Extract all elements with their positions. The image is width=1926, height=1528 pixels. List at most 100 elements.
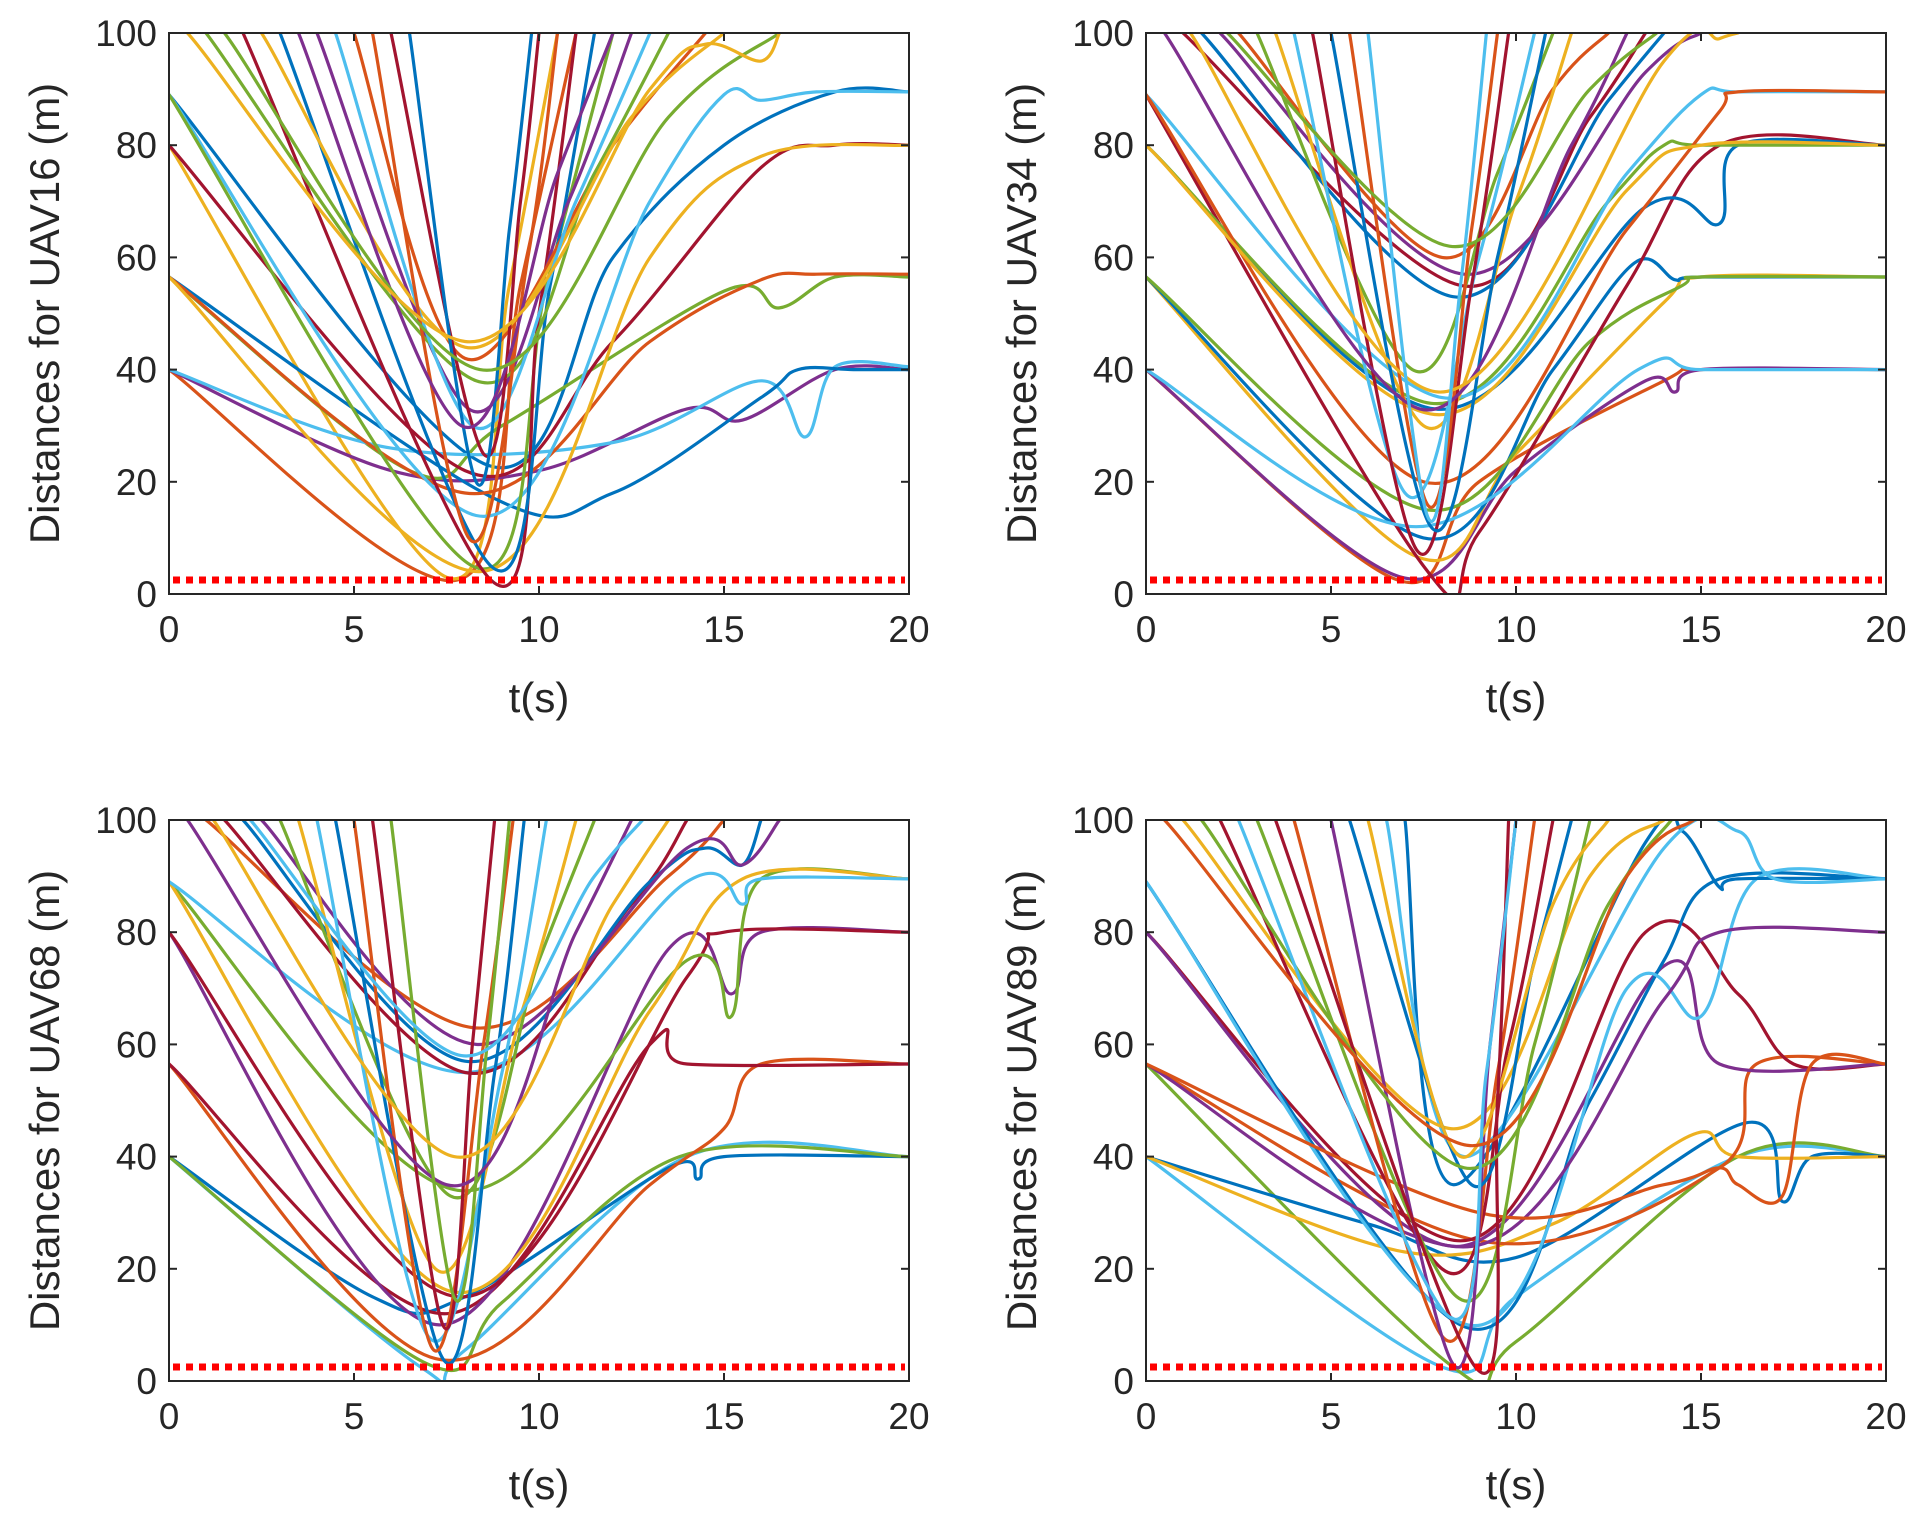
series-line-pair-22 xyxy=(370,33,560,544)
series-group xyxy=(1146,820,1886,1381)
series-line-pair-10 xyxy=(1146,925,1886,1249)
series-line-pair-10 xyxy=(169,871,909,1075)
chart-panel-top-left: 0 5 10 15 20 0 20 40 60 80 100 t(s) Distances for UA… xyxy=(21,13,930,721)
series-line-pair-21 xyxy=(185,820,634,1188)
series-line-pair-3 xyxy=(169,1144,909,1372)
x-tick-label: 0 xyxy=(1136,1396,1157,1437)
x-tick-label: 15 xyxy=(1680,609,1721,650)
series-line-pair-8 xyxy=(1146,139,1886,405)
x-tick-label: 5 xyxy=(1321,1396,1342,1437)
chart-panel-top-right: 0 5 10 15 20 0 20 40 60 80 100 t(s) Distances for UA… xyxy=(998,13,1907,721)
series-line-pair-5 xyxy=(1146,1054,1886,1246)
series-line-pair-14 xyxy=(1199,33,1666,299)
series-line-pair-24 xyxy=(1225,33,1659,248)
x-tick-label: 5 xyxy=(344,1396,365,1437)
series-line-pair-17 xyxy=(204,33,671,385)
x-tick-label: 20 xyxy=(888,1396,929,1437)
series-line-pair-23 xyxy=(1162,33,1629,412)
y-tick-label: 60 xyxy=(1093,1024,1134,1065)
x-tick-label: 0 xyxy=(159,609,180,650)
series-line-pair-21 xyxy=(407,33,534,487)
y-tick-label: 40 xyxy=(116,350,157,391)
x-tick-label: 5 xyxy=(344,609,365,650)
series-line-pair-21 xyxy=(1273,820,1511,1375)
series-line-pair-24 xyxy=(222,33,782,372)
series-line-pair-4 xyxy=(169,1057,909,1362)
x-tick-label: 0 xyxy=(1136,609,1157,650)
series-line-pair-15 xyxy=(1218,33,1703,276)
y-tick-label: 0 xyxy=(1113,1361,1134,1402)
y-axis-title: Distances for UAV68 (m) xyxy=(21,870,68,1331)
x-tick-label: 10 xyxy=(1495,609,1536,650)
series-line-pair-11 xyxy=(1146,356,1886,529)
series-line-pair-24 xyxy=(1162,820,1696,1148)
y-tick-label: 80 xyxy=(1093,125,1134,166)
series-group xyxy=(169,33,909,588)
x-tick-label: 15 xyxy=(1680,1396,1721,1437)
y-tick-label: 60 xyxy=(1093,237,1134,278)
x-tick-label: 20 xyxy=(1865,1396,1906,1437)
y-tick-label: 80 xyxy=(1093,912,1134,953)
x-tick-label: 20 xyxy=(888,609,929,650)
series-line-pair-21 xyxy=(1329,33,1548,533)
series-line-pair-1 xyxy=(169,86,909,470)
x-tick-label: 15 xyxy=(703,609,744,650)
x-tick-label: 0 xyxy=(159,1396,180,1437)
x-tick-label: 10 xyxy=(1495,1396,1536,1437)
y-axis-title: Distances for UAV89 (m) xyxy=(998,870,1045,1331)
series-line-pair-20 xyxy=(389,33,541,458)
series-line-pair-23 xyxy=(211,820,671,1159)
y-tick-label: 20 xyxy=(1093,462,1134,503)
y-tick-label: 40 xyxy=(1093,1137,1134,1178)
y-tick-label: 40 xyxy=(116,1137,157,1178)
series-line-pair-16 xyxy=(296,820,578,1274)
y-tick-label: 20 xyxy=(116,1249,157,1290)
series-line-pair-12 xyxy=(169,142,909,574)
y-tick-label: 40 xyxy=(1093,350,1134,391)
series-line-pair-2 xyxy=(169,1153,909,1316)
series-line-pair-25 xyxy=(185,33,782,344)
series-line-pair-6 xyxy=(169,360,909,457)
plot-area xyxy=(1146,820,1886,1381)
chart-panel-bottom-left: 0 5 10 15 20 0 20 40 60 80 100 t(s) Distances for UA… xyxy=(21,800,930,1508)
y-axis-title: Distances for UAV34 (m) xyxy=(998,83,1045,544)
y-tick-label: 80 xyxy=(116,912,157,953)
series-line-pair-6 xyxy=(169,926,909,1327)
series-line-pair-6 xyxy=(1146,919,1886,1243)
plot-area xyxy=(169,820,909,1381)
series-line-pair-22 xyxy=(389,820,511,1303)
series-line-pair-12 xyxy=(1146,140,1886,417)
chart-panel-bottom-right: 0 5 10 15 20 0 20 40 60 80 100 t(s) Distances for UA… xyxy=(998,800,1907,1508)
series-group xyxy=(1146,33,1886,594)
series-line-pair-13 xyxy=(241,33,578,588)
y-tick-label: 0 xyxy=(1113,574,1134,615)
series-line-pair-12 xyxy=(1403,820,1886,1187)
series-line-pair-5 xyxy=(169,1027,909,1316)
series-line-pair-8 xyxy=(1146,871,1886,1331)
x-axis-title: t(s) xyxy=(1486,674,1547,721)
series-line-pair-9 xyxy=(169,271,909,496)
y-tick-label: 100 xyxy=(95,13,157,54)
series-line-pair-23 xyxy=(296,33,615,430)
y-axis-title: Distances for UAV16 (m) xyxy=(21,83,68,544)
x-tick-label: 20 xyxy=(1865,609,1906,650)
y-tick-label: 0 xyxy=(136,1361,157,1402)
series-line-pair-3 xyxy=(1146,1120,1886,1264)
series-line-pair-2 xyxy=(1146,1062,1886,1381)
series-line-pair-24 xyxy=(248,820,645,1058)
x-axis-title: t(s) xyxy=(1486,1461,1547,1508)
series-line-pair-5 xyxy=(1146,274,1886,512)
series-line-pair-20 xyxy=(1310,33,1511,556)
y-tick-label: 100 xyxy=(1072,800,1134,841)
y-tick-label: 0 xyxy=(136,574,157,615)
y-tick-label: 60 xyxy=(116,1024,157,1065)
series-line-pair-9 xyxy=(1146,867,1886,1327)
series-line-pair-4 xyxy=(169,364,909,483)
series-line-pair-9 xyxy=(169,867,909,1295)
x-tick-label: 15 xyxy=(703,1396,744,1437)
x-tick-label: 10 xyxy=(518,1396,559,1437)
x-axis-title: t(s) xyxy=(509,1461,570,1508)
series-line-pair-17 xyxy=(1255,33,1555,374)
y-tick-label: 20 xyxy=(1093,1249,1134,1290)
